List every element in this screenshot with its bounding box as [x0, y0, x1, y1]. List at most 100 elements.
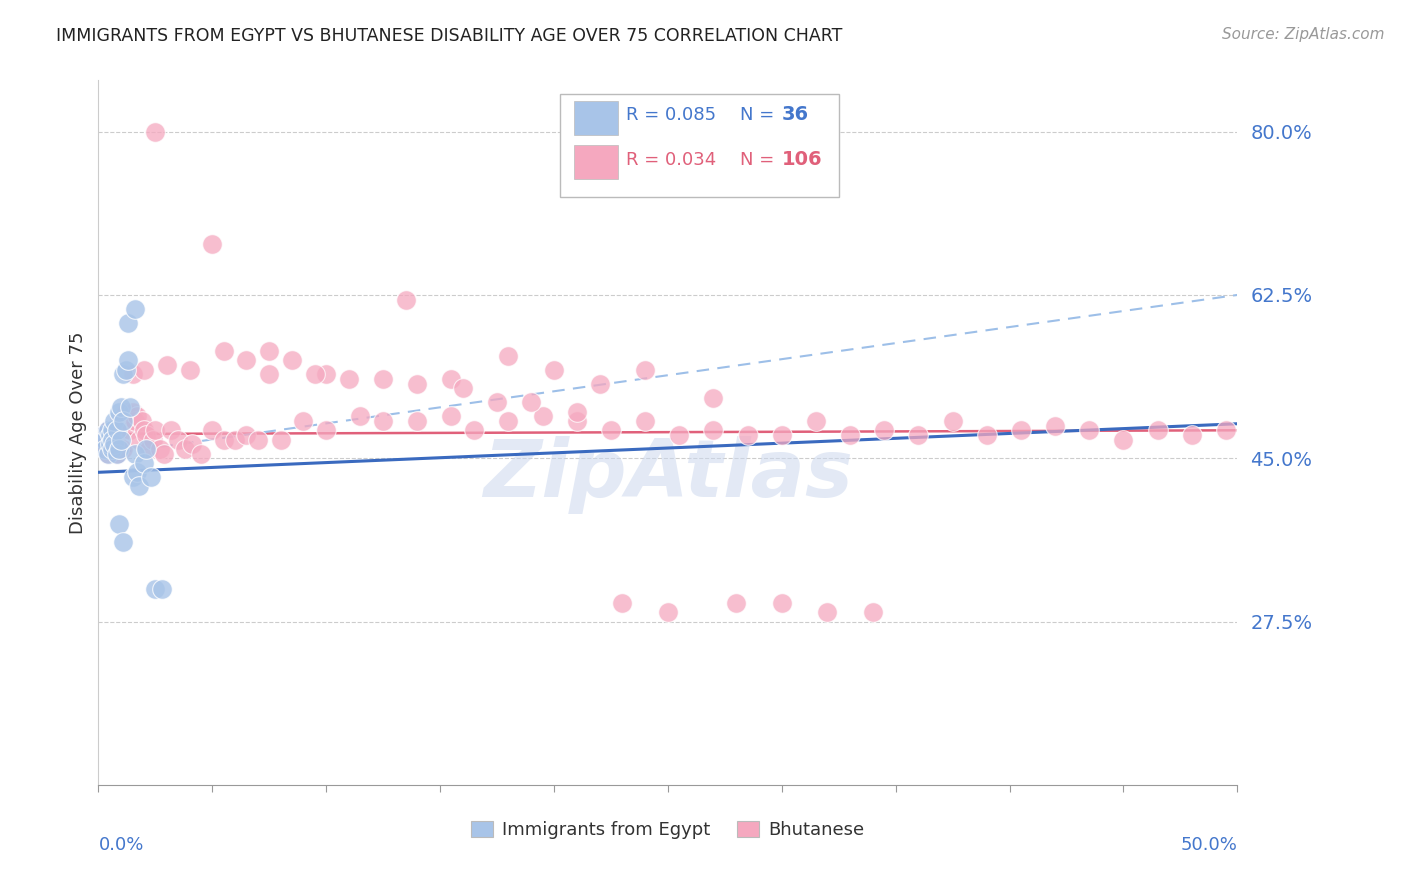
Point	[179, 362, 201, 376]
Point	[440, 409, 463, 424]
Point	[1010, 423, 1032, 437]
Point	[145, 423, 167, 437]
Point	[98, 437, 121, 451]
Point	[142, 433, 165, 447]
Point	[873, 423, 896, 437]
Point	[94, 437, 117, 451]
Point	[862, 605, 884, 619]
Point	[174, 442, 197, 456]
Point	[1112, 433, 1135, 447]
Point	[110, 414, 132, 428]
Point	[112, 442, 135, 456]
Point	[815, 605, 838, 619]
Point	[103, 414, 125, 428]
Point	[1078, 423, 1101, 437]
Point	[114, 362, 136, 376]
Point	[942, 414, 965, 428]
Point	[907, 428, 929, 442]
Point	[976, 428, 998, 442]
Point	[804, 414, 827, 428]
Point	[108, 442, 131, 456]
Point	[702, 423, 724, 437]
Point	[657, 605, 679, 619]
Point	[101, 433, 124, 447]
Text: Source: ZipAtlas.com: Source: ZipAtlas.com	[1222, 27, 1385, 42]
Point	[156, 358, 179, 372]
Point	[132, 362, 155, 376]
Point	[702, 391, 724, 405]
Point	[117, 316, 139, 330]
Point	[135, 442, 157, 456]
Point	[190, 447, 212, 461]
Point	[486, 395, 509, 409]
Point	[120, 400, 142, 414]
Point	[132, 423, 155, 437]
Point	[101, 423, 124, 437]
Point	[139, 470, 162, 484]
FancyBboxPatch shape	[575, 101, 617, 135]
Point	[839, 428, 862, 442]
Point	[121, 368, 143, 382]
Point	[498, 349, 520, 363]
Point	[668, 428, 690, 442]
Point	[101, 428, 124, 442]
Point	[128, 479, 150, 493]
Text: N =: N =	[740, 106, 773, 124]
Point	[737, 428, 759, 442]
Point	[96, 447, 118, 461]
Point	[212, 343, 235, 358]
Point	[128, 433, 150, 447]
Point	[91, 428, 114, 442]
Point	[108, 414, 131, 428]
Point	[153, 447, 176, 461]
Point	[725, 596, 748, 610]
Point	[127, 409, 149, 424]
Point	[259, 368, 281, 382]
Point	[600, 423, 623, 437]
Point	[543, 362, 565, 376]
Point	[96, 423, 118, 437]
Point	[1215, 423, 1237, 437]
Point	[292, 414, 315, 428]
Point	[145, 582, 167, 596]
Point	[371, 372, 394, 386]
FancyBboxPatch shape	[575, 145, 617, 179]
Point	[96, 447, 118, 461]
Legend: Immigrants from Egypt, Bhutanese: Immigrants from Egypt, Bhutanese	[464, 814, 872, 847]
Point	[406, 376, 429, 391]
Point	[112, 368, 135, 382]
Point	[235, 353, 257, 368]
Point	[112, 414, 135, 428]
FancyBboxPatch shape	[560, 95, 839, 196]
Point	[94, 433, 117, 447]
Point	[127, 465, 149, 479]
Point	[180, 437, 202, 451]
Point	[96, 423, 118, 437]
Point	[98, 442, 121, 456]
Point	[105, 428, 128, 442]
Point	[201, 423, 224, 437]
Point	[281, 353, 304, 368]
Point	[98, 428, 121, 442]
Point	[337, 372, 360, 386]
Point	[121, 470, 143, 484]
Point	[138, 442, 160, 456]
Point	[451, 381, 474, 395]
Point	[224, 433, 246, 447]
Point	[201, 236, 224, 251]
Point	[235, 428, 257, 442]
Point	[98, 428, 121, 442]
Point	[440, 372, 463, 386]
Point	[246, 433, 269, 447]
Point	[270, 433, 292, 447]
Point	[315, 423, 337, 437]
Point	[101, 442, 124, 456]
Point	[1146, 423, 1168, 437]
Point	[612, 596, 634, 610]
Point	[520, 395, 543, 409]
Point	[565, 414, 588, 428]
Text: 36: 36	[782, 105, 808, 124]
Text: 0.0%: 0.0%	[98, 837, 143, 855]
Point	[103, 437, 125, 451]
Point	[117, 353, 139, 368]
